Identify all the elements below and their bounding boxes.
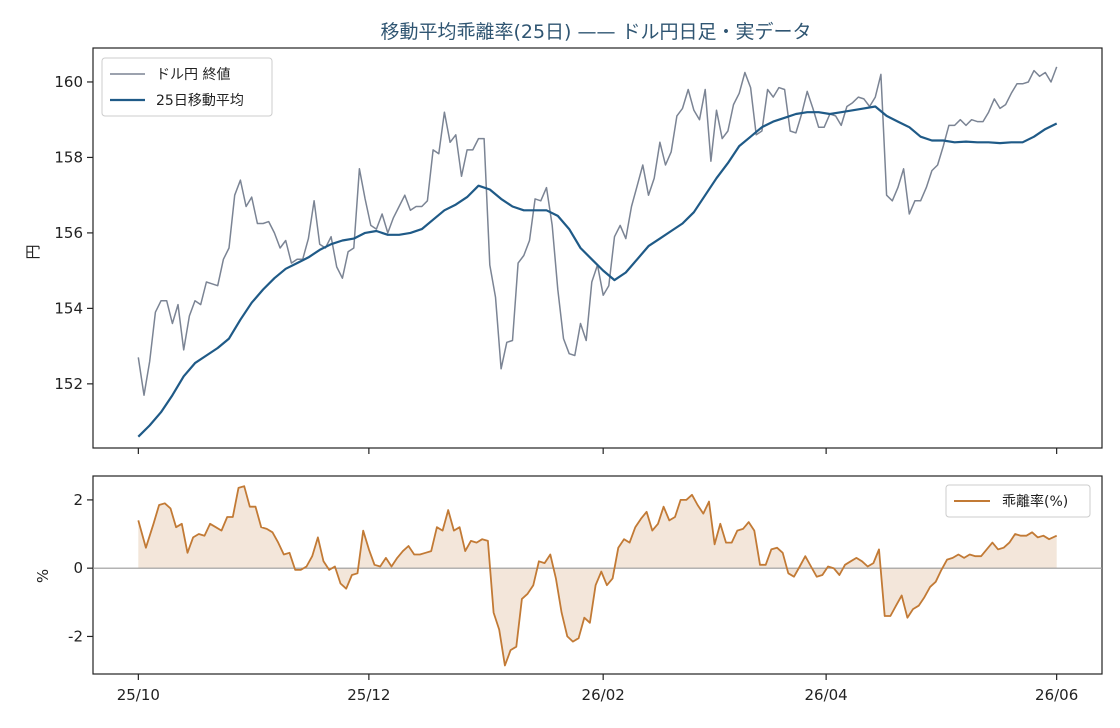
deviation-legend-box [945, 484, 1091, 518]
chart-title: 移動平均乖離率(25日) —— ドル円日足・実データ [380, 21, 811, 43]
legend-ma-label: 25日移動平均 [156, 93, 244, 109]
y-tick-label: -2 [68, 627, 83, 645]
deviation-y-axis: 2 0 -2 [68, 491, 93, 645]
price-panel: 152 154 156 158 160 円 ドル円 終値 25日移動平均 [24, 47, 1103, 454]
y-tick-label: 160 [54, 73, 83, 91]
y-tick-label: 158 [54, 148, 83, 166]
x-tick-label: 26/06 [1035, 686, 1078, 704]
price-x-ticks [137, 448, 1058, 454]
price-panel-frame [92, 47, 1103, 449]
deviation-x-axis: 25/10 25/12 26/02 26/04 26/06 [117, 674, 1078, 704]
deviation-series-group [93, 485, 1102, 667]
deviation-y-axis-label: % [34, 569, 52, 583]
series-dev-line [137, 485, 1058, 667]
y-tick-label: 154 [54, 299, 83, 317]
y-tick-label: 2 [73, 491, 83, 509]
x-tick-label: 26/02 [582, 686, 625, 704]
price-series-group [137, 66, 1058, 438]
y-tick-label: 156 [54, 224, 83, 242]
legend-close-label: ドル円 終値 [156, 67, 230, 83]
price-legend-box [101, 57, 273, 117]
x-tick-label: 25/12 [347, 686, 390, 704]
price-y-axis: 152 154 156 158 160 [54, 73, 93, 393]
x-tick-label: 25/10 [117, 686, 160, 704]
series-close-line [137, 66, 1058, 396]
deviation-legend: 乖離率(%) [945, 484, 1091, 518]
series-ma-line [137, 105, 1058, 438]
y-tick-label: 0 [73, 559, 83, 577]
series-dev-area [138, 486, 1057, 666]
x-tick-label: 26/04 [805, 686, 848, 704]
legend-dev-label: 乖離率(%) [1002, 493, 1068, 510]
y-tick-label: 152 [54, 375, 83, 393]
deviation-panel: 2 0 -2 25/10 25/12 26/02 26/04 26/06 % 乖離率(%) [34, 475, 1103, 704]
deviation-panel-frame [92, 475, 1103, 675]
price-legend: ドル円 終値 25日移動平均 [101, 57, 273, 117]
price-y-axis-label: 円 [24, 244, 42, 259]
